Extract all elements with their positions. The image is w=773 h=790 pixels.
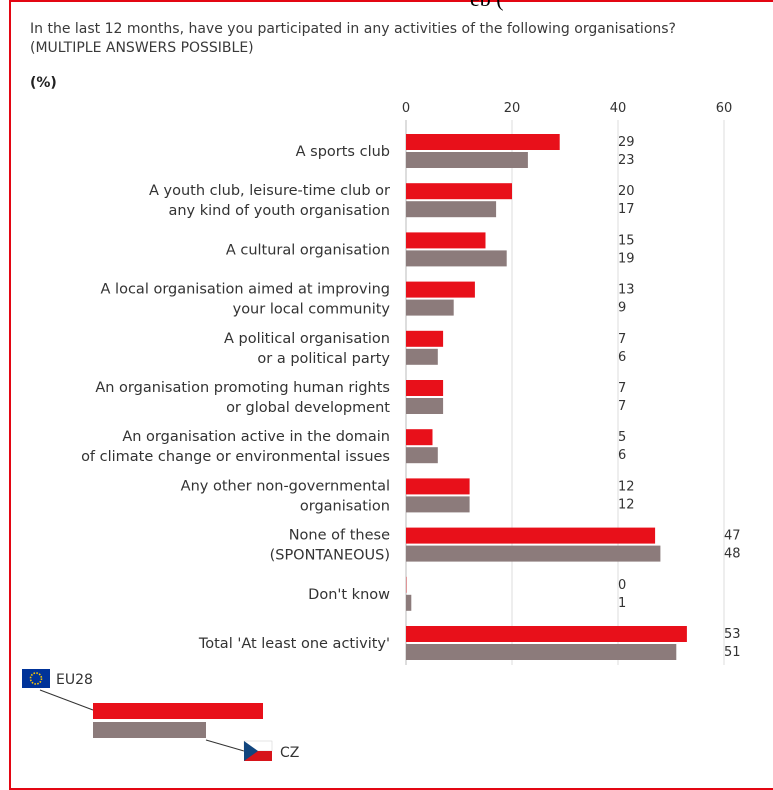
category-label: Total 'At least one activity' bbox=[198, 636, 390, 652]
bar-cz bbox=[406, 348, 438, 365]
value-label: 13 bbox=[618, 283, 635, 298]
category-label: A political organisation bbox=[224, 331, 390, 347]
category-label: (SPONTANEOUS) bbox=[270, 548, 390, 564]
bar-cz bbox=[406, 447, 438, 464]
bar-eu28 bbox=[406, 281, 475, 298]
value-label: 29 bbox=[618, 135, 635, 150]
category-label: None of these bbox=[289, 528, 390, 544]
value-label: 12 bbox=[618, 497, 635, 512]
x-tick-label: 60 bbox=[716, 101, 733, 116]
bar-cz bbox=[406, 545, 661, 562]
legend-eu28-swatch bbox=[93, 703, 263, 719]
legend-cz-label: CZ bbox=[280, 745, 299, 761]
value-label: 19 bbox=[618, 251, 635, 266]
x-axis-ticks: 0 20 40 60 bbox=[402, 101, 732, 116]
category-label: Any other non-governmental bbox=[181, 478, 390, 494]
bar-cz bbox=[406, 594, 412, 611]
bar-eu28 bbox=[406, 576, 407, 593]
value-label: 51 bbox=[724, 645, 741, 660]
bar-cz bbox=[406, 250, 507, 267]
bar-eu28 bbox=[406, 527, 656, 544]
x-tick-label: 0 bbox=[402, 101, 410, 116]
bar-cz bbox=[406, 152, 528, 168]
clipped-caption: eb ( bbox=[470, 0, 504, 12]
value-label: 7 bbox=[618, 332, 626, 347]
category-label: A youth club, leisure-time club or bbox=[149, 183, 390, 199]
x-tick-label: 20 bbox=[504, 101, 521, 116]
value-label: 23 bbox=[618, 153, 635, 168]
value-label: 6 bbox=[618, 350, 626, 365]
value-label: 12 bbox=[618, 479, 635, 494]
chart-title: In the last 12 months, have you particip… bbox=[30, 21, 676, 56]
value-labels: 29 23 20 17 15 19 13 9 7 6 7 7 5 6 12 12 47 48 0 1 53 51 bbox=[618, 135, 741, 660]
value-label: 0 bbox=[618, 578, 626, 593]
category-label: A cultural organisation bbox=[226, 242, 390, 258]
bar-eu28 bbox=[406, 626, 687, 642]
bar-eu28 bbox=[406, 330, 444, 347]
x-tick-label: 40 bbox=[610, 101, 627, 116]
bar-eu28 bbox=[406, 232, 486, 249]
value-label: 53 bbox=[724, 627, 741, 642]
bar-eu28 bbox=[406, 429, 433, 446]
value-label: 5 bbox=[618, 430, 626, 445]
value-label: 48 bbox=[724, 547, 741, 562]
category-label: An organisation active in the domain bbox=[122, 429, 390, 445]
legend-eu28-pointer bbox=[39, 689, 94, 711]
value-label: 20 bbox=[618, 184, 635, 199]
category-labels: A sports club A youth club, leisure-time … bbox=[81, 144, 390, 652]
eu-flag-icon bbox=[22, 669, 50, 688]
cz-flag-triangle-icon bbox=[244, 741, 258, 761]
value-label: 6 bbox=[618, 448, 626, 463]
value-label: 15 bbox=[618, 233, 635, 248]
category-label: your local community bbox=[233, 302, 391, 318]
bar-eu28 bbox=[406, 478, 470, 495]
value-label: 17 bbox=[618, 202, 635, 217]
category-label: A sports club bbox=[296, 144, 390, 160]
bar-cz bbox=[406, 201, 497, 218]
bar-cz bbox=[406, 299, 454, 316]
bars bbox=[406, 134, 687, 660]
bar-eu28 bbox=[406, 134, 560, 150]
eu-flag-stars-icon bbox=[29, 672, 43, 685]
legend-cz-swatch bbox=[93, 722, 206, 738]
value-label: 7 bbox=[618, 381, 626, 396]
legend-eu28-label: EU28 bbox=[56, 672, 93, 688]
bar-eu28 bbox=[406, 380, 444, 396]
cz-flag-red-icon bbox=[244, 751, 272, 761]
category-label: of climate change or environmental issue… bbox=[81, 449, 390, 465]
value-label: 7 bbox=[618, 399, 626, 414]
bar-cz bbox=[406, 644, 677, 660]
category-label: organisation bbox=[300, 498, 390, 514]
value-label: 47 bbox=[724, 529, 741, 544]
legend-cz-pointer bbox=[205, 739, 245, 752]
bar-cz bbox=[406, 398, 444, 414]
value-label: 9 bbox=[618, 301, 626, 316]
category-label: A local organisation aimed at improving bbox=[101, 282, 390, 298]
value-label: 1 bbox=[618, 596, 626, 611]
category-label: or global development bbox=[226, 400, 390, 416]
category-label: An organisation promoting human rights bbox=[95, 380, 390, 396]
bar-eu28 bbox=[406, 183, 512, 200]
category-label: any kind of youth organisation bbox=[168, 203, 390, 219]
unit-label: (%) bbox=[30, 75, 57, 91]
legend: EU28 CZ bbox=[22, 669, 299, 761]
category-label: Don't know bbox=[308, 587, 390, 603]
bar-cz bbox=[406, 496, 470, 513]
category-label: or a political party bbox=[257, 351, 390, 367]
